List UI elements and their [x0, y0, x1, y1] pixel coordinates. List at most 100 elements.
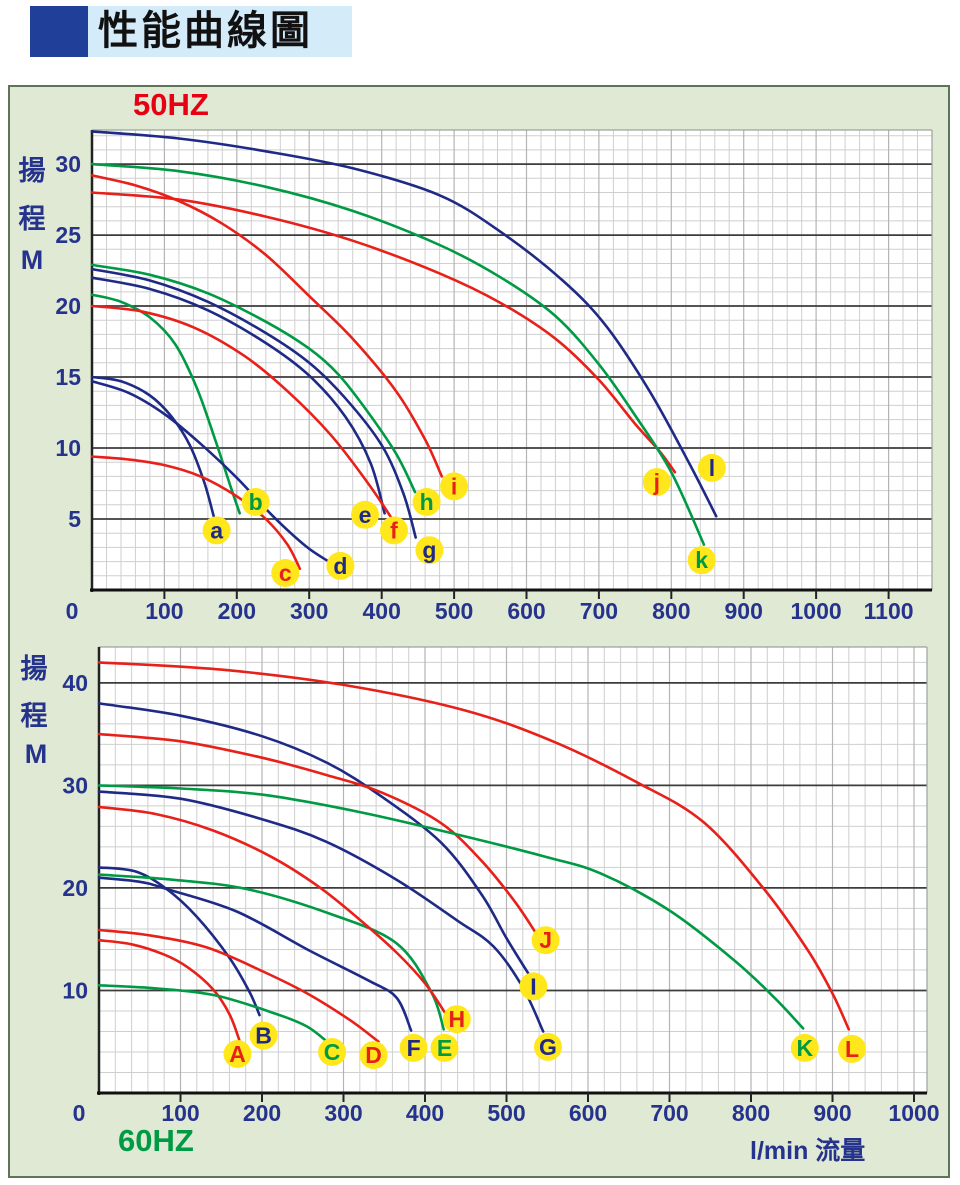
chart-60hz: 0 100 200 300 400 500 600 700 800 900 1000 10 20 30 40…: [62, 646, 940, 1126]
y-tick-label: 30: [62, 772, 88, 798]
y-tick-label: 25: [55, 222, 81, 248]
x-tick-label: 900: [813, 1100, 851, 1126]
x-tick-label: 800: [652, 598, 690, 624]
y-axis-label-head-char2-50hz: 程: [18, 204, 46, 234]
x-tick-label: 700: [580, 598, 618, 624]
curve-letter-a: a: [210, 517, 223, 543]
curve-badge-a: [202, 516, 231, 545]
y-axis-label-head-char1-50hz: 揚: [18, 156, 46, 186]
y-tick-label: 15: [55, 364, 81, 390]
curve-G: [97, 790, 545, 1033]
y-tick-label: 30: [55, 151, 81, 177]
grid-60hz: [99, 647, 927, 1093]
x-tick-label: 0: [66, 598, 79, 624]
curve-D: [97, 928, 380, 1043]
y-axis-label-head-char1-60hz: 揚: [20, 654, 48, 684]
curve-badge-b: [241, 488, 270, 516]
curve-J: [97, 732, 538, 936]
y-tick-label: 20: [55, 293, 81, 319]
performance-curves-canvas: 0 100 200 300 400 500 600 700 800 900 1000 11005101…: [55, 129, 940, 1126]
curve-badge-K: [790, 1033, 819, 1062]
y-tick-label: 40: [62, 670, 88, 696]
curve-h: [90, 263, 417, 494]
curve-letter-F: F: [407, 1035, 421, 1061]
x-tick-label: 100: [145, 598, 183, 624]
freq-label-50hz: 50HZ: [133, 87, 209, 122]
curve-letter-i: i: [451, 473, 457, 499]
curve-L: [97, 661, 851, 1031]
x-tick-label: 1100: [864, 598, 914, 624]
curve-letter-I: I: [530, 973, 536, 999]
curve-badge-h: [412, 488, 441, 516]
curve-badge-C: [318, 1038, 347, 1066]
curve-letter-H: H: [448, 1006, 465, 1032]
curve-badge-F: [399, 1033, 428, 1062]
x-tick-label: 500: [487, 1100, 525, 1126]
x-tick-label: 200: [218, 598, 256, 624]
curve-j: [90, 191, 677, 474]
curve-badge-i: [440, 472, 469, 501]
curve-letter-J: J: [539, 927, 552, 953]
curve-I: [97, 702, 531, 977]
y-axis-unit-60hz: M: [24, 739, 48, 769]
curve-badge-B: [249, 1021, 278, 1050]
curve-letter-l: l: [709, 455, 715, 481]
x-axis-unit-label: l/min 流量: [750, 1137, 866, 1165]
chart-panel: 0 100 200 300 400 500 600 700 800 900 1000 1100 5 10 1…: [8, 85, 950, 1178]
curve-A: [97, 938, 241, 1041]
plot-area-60hz: [99, 647, 927, 1093]
curve-d: [90, 380, 331, 563]
x-tick-label: 300: [324, 1100, 362, 1126]
freq-label-60hz: 60HZ: [118, 1123, 194, 1158]
curve-badge-c: [271, 559, 300, 587]
x-tick-label: 0: [73, 1100, 86, 1126]
curve-F: [97, 876, 413, 1032]
y-axis-unit-50hz: M: [20, 245, 44, 275]
curve-letter-j: j: [653, 469, 660, 495]
x-tick-label: 400: [406, 1100, 444, 1126]
title-band: 性能曲線圖: [88, 6, 352, 57]
curve-badge-D: [359, 1041, 388, 1070]
x-tick-label: 100: [161, 1100, 199, 1126]
x-tick-label: 900: [725, 598, 763, 624]
curve-badge-l: [697, 453, 726, 482]
curve-badge-G: [534, 1032, 562, 1061]
x-tick-label: 300: [290, 598, 328, 624]
curve-badge-L: [838, 1034, 866, 1063]
curve-badge-g: [415, 536, 444, 565]
title-accent-square: [30, 6, 88, 57]
curve-letter-A: A: [229, 1041, 246, 1067]
curve-letter-d: d: [333, 553, 347, 579]
curve-badge-f: [380, 516, 408, 545]
curve-letter-b: b: [249, 489, 263, 515]
curve-badge-E: [430, 1033, 459, 1062]
curve-letter-L: L: [845, 1036, 859, 1062]
curve-letter-C: C: [324, 1039, 341, 1065]
curve-letter-D: D: [365, 1042, 382, 1068]
curve-badge-H: [442, 1005, 471, 1034]
curve-i: [90, 174, 444, 478]
curve-H: [97, 805, 446, 1014]
title-bar: 性能曲線圖: [30, 6, 352, 57]
curve-letter-G: G: [539, 1034, 557, 1060]
curve-f: [90, 304, 402, 534]
curve-badge-A: [223, 1040, 252, 1068]
x-tick-label: 500: [435, 598, 473, 624]
x-tick-label: 1000: [888, 1100, 939, 1126]
curve-letter-E: E: [437, 1035, 452, 1061]
curve-a: [90, 375, 215, 518]
y-tick-label: 20: [62, 875, 88, 901]
curve-badge-J: [531, 926, 560, 955]
curve-badge-I: [519, 972, 548, 1001]
curve-badge-d: [326, 551, 355, 580]
y-tick-label: 5: [68, 506, 81, 532]
x-tick-label: 200: [243, 1100, 281, 1126]
curve-letter-c: c: [279, 560, 292, 586]
curve-e: [90, 276, 386, 515]
curve-letter-f: f: [390, 517, 398, 543]
x-tick-label: 800: [732, 1100, 770, 1126]
curve-c: [90, 455, 302, 570]
curve-k: [90, 162, 706, 546]
x-tick-label: 400: [363, 598, 401, 624]
